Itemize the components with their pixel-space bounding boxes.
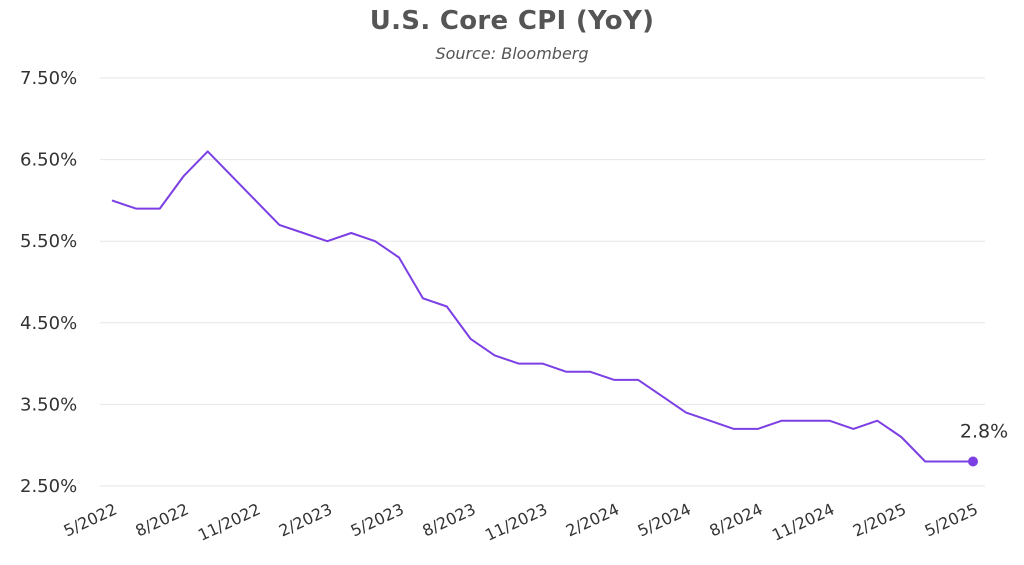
data-point bbox=[469, 337, 473, 341]
y-tick-label: 2.50% bbox=[20, 476, 77, 497]
series-group bbox=[110, 149, 973, 464]
data-point bbox=[230, 174, 234, 178]
data-point bbox=[325, 239, 329, 243]
data-point bbox=[158, 207, 162, 211]
x-tick-label: 8/2022 bbox=[132, 499, 191, 540]
x-tick-label: 11/2022 bbox=[195, 499, 263, 544]
x-tick-label: 2/2025 bbox=[850, 499, 909, 540]
data-point bbox=[397, 256, 401, 260]
data-point bbox=[277, 223, 281, 227]
x-tick-label: 2/2024 bbox=[563, 499, 622, 540]
data-point bbox=[206, 149, 210, 153]
series-line bbox=[111, 150, 973, 463]
data-point bbox=[851, 427, 855, 431]
data-point bbox=[875, 419, 879, 423]
data-point bbox=[660, 394, 664, 398]
x-tick-label: 5/2024 bbox=[635, 499, 694, 540]
data-point bbox=[373, 239, 377, 243]
x-tick-label: 8/2023 bbox=[419, 499, 478, 540]
data-point bbox=[899, 435, 903, 439]
annotation-group: 2.8% bbox=[960, 421, 1008, 467]
data-point bbox=[182, 174, 186, 178]
data-point bbox=[349, 231, 353, 235]
data-point bbox=[708, 419, 712, 423]
x-tick-label: 8/2024 bbox=[706, 499, 765, 540]
data-point bbox=[541, 362, 545, 366]
data-point bbox=[923, 460, 927, 464]
data-point bbox=[684, 411, 688, 415]
data-point bbox=[828, 419, 832, 423]
chart-title: U.S. Core CPI (YoY) bbox=[369, 6, 655, 36]
x-tick-label: 11/2024 bbox=[769, 499, 837, 544]
x-tick-label: 5/2025 bbox=[922, 499, 981, 540]
endpoint-marker bbox=[968, 456, 978, 467]
y-tick-label: 5.50% bbox=[20, 231, 77, 252]
y-tick-label: 3.50% bbox=[20, 394, 77, 415]
data-point bbox=[134, 207, 138, 211]
data-point bbox=[564, 370, 568, 374]
data-point bbox=[517, 362, 521, 366]
y-tick-label: 6.50% bbox=[20, 150, 77, 171]
data-point bbox=[732, 427, 736, 431]
data-point bbox=[110, 198, 114, 202]
x-axis-ticks: 5/2022 8/2022 11/2022 2/2023 5/2023 8/2023 11/… bbox=[61, 499, 981, 544]
data-point bbox=[445, 304, 449, 308]
y-tick-label: 4.50% bbox=[20, 313, 77, 334]
data-point bbox=[493, 353, 497, 357]
chart-subtitle: Source: Bloomberg bbox=[435, 44, 589, 63]
x-tick-label: 11/2023 bbox=[482, 499, 550, 544]
x-tick-label: 5/2023 bbox=[348, 499, 407, 540]
x-tick-label: 2/2023 bbox=[276, 499, 335, 540]
y-axis-ticks: 7.50% 6.50% 5.50% 4.50% 3.50% 2.50% bbox=[20, 68, 77, 497]
x-tick-label: 5/2022 bbox=[61, 499, 120, 540]
data-point bbox=[301, 231, 305, 235]
data-point bbox=[804, 419, 808, 423]
data-point bbox=[588, 370, 592, 374]
data-point bbox=[947, 460, 951, 464]
data-point bbox=[421, 296, 425, 300]
data-point bbox=[636, 378, 640, 382]
data-point bbox=[254, 198, 258, 202]
data-point bbox=[756, 427, 760, 431]
endpoint-label: 2.8% bbox=[960, 421, 1008, 443]
data-point bbox=[612, 378, 616, 382]
y-tick-label: 7.50% bbox=[20, 68, 77, 89]
data-point bbox=[780, 419, 784, 423]
grid-lines bbox=[100, 77, 985, 487]
